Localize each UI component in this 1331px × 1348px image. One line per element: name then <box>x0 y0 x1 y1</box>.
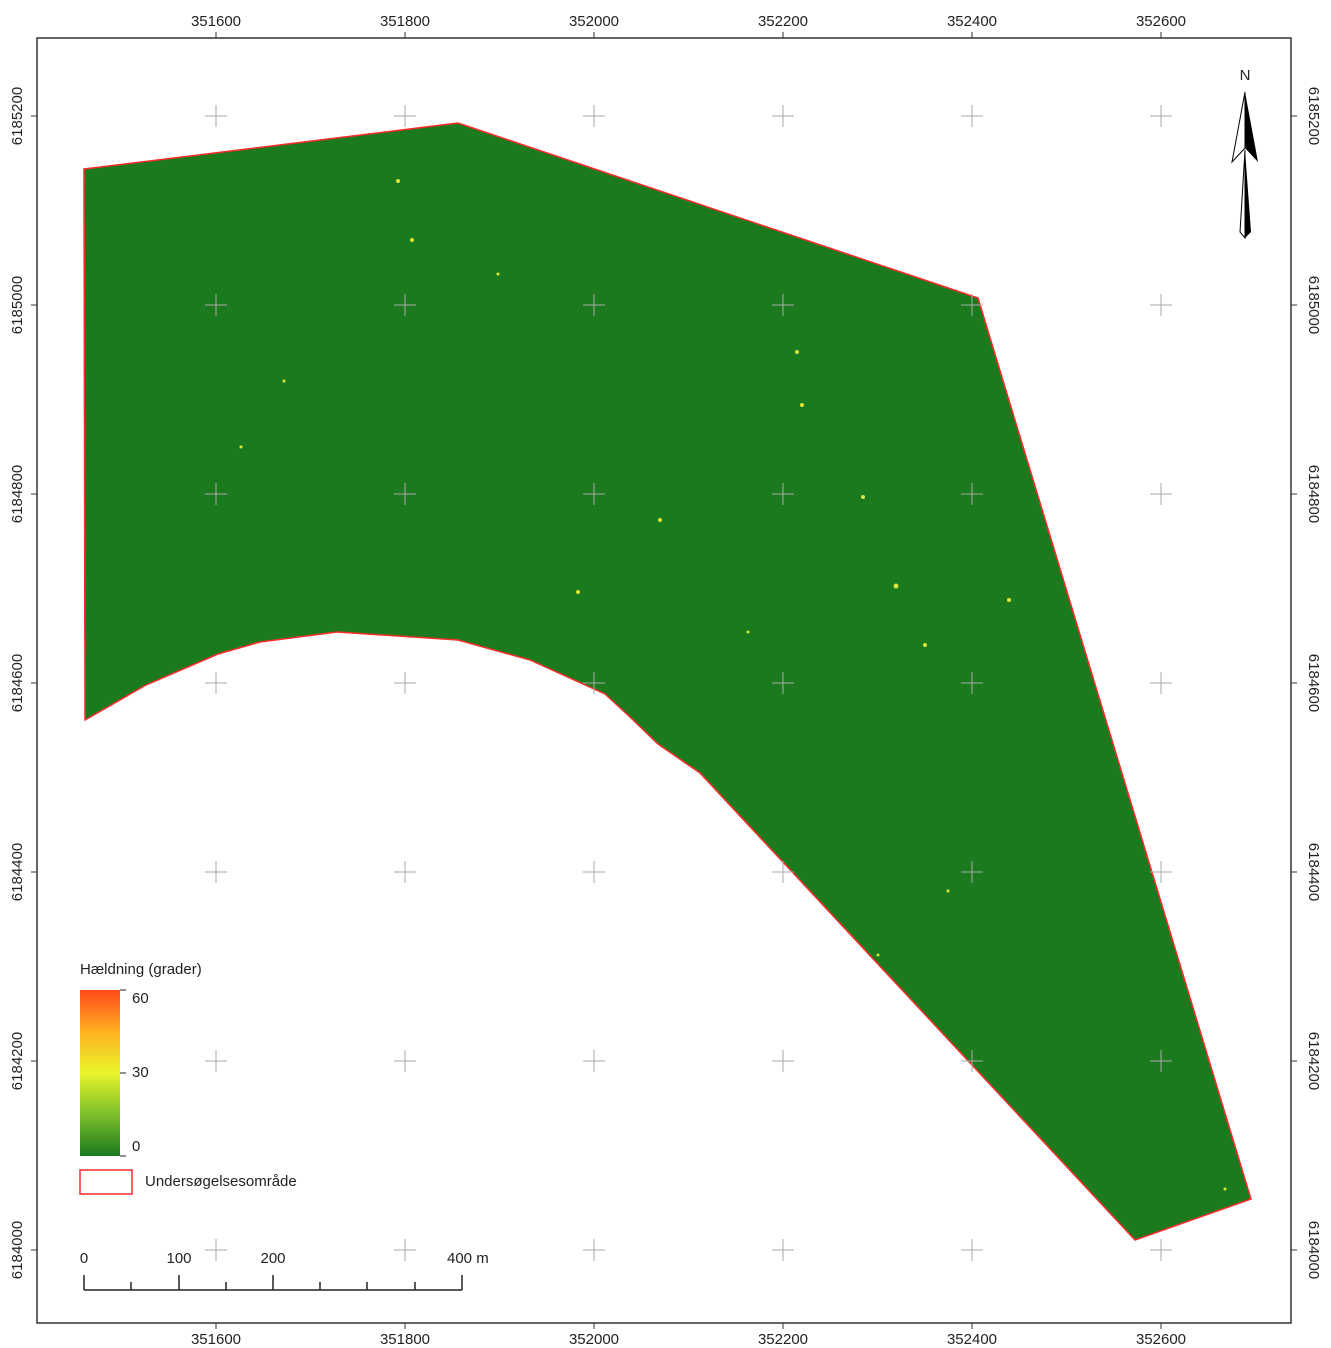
x-tick-label: 352200 <box>758 1331 808 1348</box>
y-tick-label: 6184600 <box>1305 654 1322 712</box>
y-tick-label: 6184400 <box>1305 843 1322 901</box>
y-tick-label: 6184000 <box>1305 1221 1322 1279</box>
scale-label: 0 <box>80 1250 88 1267</box>
scale-label: 400 m <box>447 1250 489 1267</box>
x-tick-label: 352000 <box>569 13 619 30</box>
north-label: N <box>1240 67 1251 84</box>
area-label: Undersøgelsesområde <box>145 1173 297 1190</box>
y-tick-label: 6184800 <box>1305 465 1322 523</box>
y-tick-label: 6184200 <box>9 1032 26 1090</box>
x-tick-label: 351600 <box>191 13 241 30</box>
x-tick-label: 351600 <box>191 1331 241 1348</box>
x-tick-label: 352400 <box>947 1331 997 1348</box>
legend: Hældning (grader) 60 30 0 Undersøgelseso… <box>79 961 297 1195</box>
y-tick-label: 6184200 <box>1305 1032 1322 1090</box>
x-tick-label: 352200 <box>758 13 808 30</box>
x-tick-label: 352400 <box>947 13 997 30</box>
grid-crosses <box>205 105 1172 1261</box>
color-ramp <box>80 990 120 1156</box>
y-tick-label: 6185000 <box>9 276 26 334</box>
y-tick-label: 6184800 <box>9 465 26 523</box>
x-tick-label: 352600 <box>1136 1331 1186 1348</box>
y-tick-label: 6184000 <box>9 1221 26 1279</box>
y-tick-label: 6185200 <box>1305 87 1322 145</box>
x-tick-label: 352600 <box>1136 13 1186 30</box>
scale-label: 200 <box>260 1250 285 1267</box>
y-tick-label: 6184400 <box>9 843 26 901</box>
north-arrow: N <box>1231 67 1258 240</box>
ramp-label: 30 <box>132 1064 149 1081</box>
area-swatch <box>79 1169 133 1195</box>
ramp-label: 0 <box>132 1138 140 1155</box>
ramp-label: 60 <box>132 990 149 1007</box>
x-tick-label: 352000 <box>569 1331 619 1348</box>
study-area <box>83 122 1252 1241</box>
slope-speckles <box>239 179 1227 1191</box>
x-tick-label: 351800 <box>380 1331 430 1348</box>
y-tick-label: 6185200 <box>9 87 26 145</box>
legend-title: Hældning (grader) <box>80 961 202 978</box>
scale-label: 100 <box>166 1250 191 1267</box>
y-tick-label: 6185000 <box>1305 276 1322 334</box>
scale-bar: 0 100 200 400 m <box>80 1250 489 1291</box>
x-tick-label: 351800 <box>380 13 430 30</box>
y-tick-label: 6184600 <box>9 654 26 712</box>
